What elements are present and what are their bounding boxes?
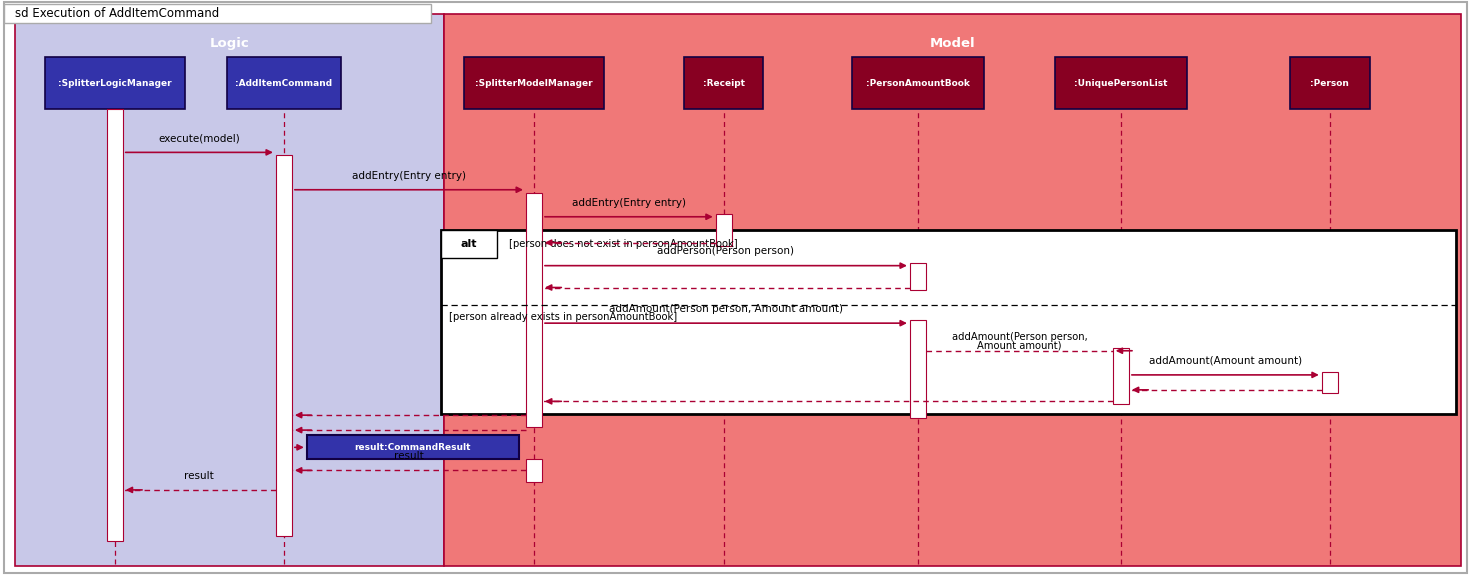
Bar (441, 230, 497, 258)
Text: :SplitterModelManager: :SplitterModelManager (475, 79, 593, 88)
Text: Model: Model (930, 37, 975, 49)
Text: result:CommandResult: result:CommandResult (355, 443, 471, 452)
Bar (46, 58, 185, 109)
Text: addPerson(Person person): addPerson(Person person) (658, 247, 794, 256)
Text: result: result (184, 471, 215, 481)
Bar (1112, 348, 1130, 404)
Text: addEntry(Entry entry): addEntry(Entry entry) (572, 198, 685, 208)
Text: execute(model): execute(model) (159, 133, 240, 143)
Bar (15, 14, 444, 566)
Bar (306, 435, 519, 459)
Bar (525, 459, 541, 482)
Bar (4, 4, 431, 23)
Bar (525, 193, 541, 427)
Bar (441, 230, 1456, 414)
Bar (106, 109, 124, 540)
Bar (444, 14, 1461, 566)
Text: addAmount(Amount amount): addAmount(Amount amount) (1149, 356, 1302, 366)
Bar (909, 263, 927, 290)
Bar (1055, 58, 1187, 109)
Bar (1321, 372, 1339, 393)
Bar (909, 320, 927, 418)
Bar (465, 58, 603, 109)
Text: :PersonAmountBook: :PersonAmountBook (866, 79, 969, 88)
Text: [person does not exist in personAmountBook]: [person does not exist in personAmountBo… (509, 239, 737, 249)
Text: alt: alt (460, 239, 478, 249)
Text: result: result (394, 451, 424, 461)
Bar (715, 214, 731, 246)
Text: Logic: Logic (209, 37, 250, 49)
Text: addAmount(Person person,: addAmount(Person person, (952, 332, 1087, 342)
Text: :Receipt: :Receipt (703, 79, 744, 88)
Text: [person already exists in personAmountBook]: [person already exists in personAmountBo… (449, 312, 677, 323)
Bar (684, 58, 763, 109)
Text: :Person: :Person (1311, 79, 1349, 88)
Text: Amount amount): Amount amount) (977, 341, 1062, 351)
Text: :AddItemCommand: :AddItemCommand (235, 79, 332, 88)
Bar (852, 58, 984, 109)
Bar (277, 155, 291, 536)
Bar (227, 58, 341, 109)
Text: :SplitterLogicManager: :SplitterLogicManager (57, 79, 172, 88)
Text: addAmount(Person person, Amount amount): addAmount(Person person, Amount amount) (609, 304, 843, 314)
Bar (1290, 58, 1370, 109)
Text: sd Execution of AddItemCommand: sd Execution of AddItemCommand (15, 7, 219, 20)
Text: :UniquePersonList: :UniquePersonList (1074, 79, 1168, 88)
Text: addEntry(Entry entry): addEntry(Entry entry) (352, 171, 466, 181)
